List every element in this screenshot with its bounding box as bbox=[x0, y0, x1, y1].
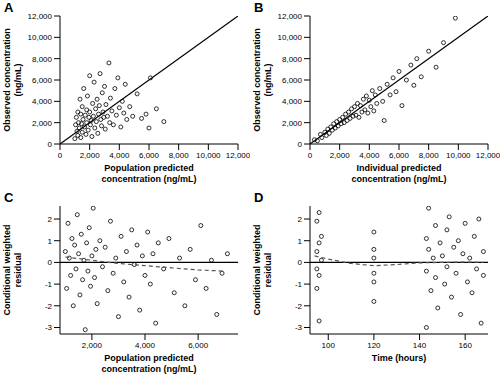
svg-text:1: 1 bbox=[298, 237, 303, 246]
svg-text:2,000: 2,000 bbox=[330, 151, 351, 160]
svg-text:10,000: 10,000 bbox=[28, 33, 53, 42]
svg-text:4,000: 4,000 bbox=[282, 97, 303, 106]
svg-text:6,000: 6,000 bbox=[188, 341, 209, 350]
svg-text:6,000: 6,000 bbox=[389, 151, 410, 160]
svg-text:Observed concentration(ng/mL): Observed concentration(ng/mL) bbox=[252, 28, 273, 132]
svg-text:Observed concentration(ng/mL): Observed concentration(ng/mL) bbox=[8, 28, 23, 132]
svg-text:-2: -2 bbox=[45, 302, 53, 311]
svg-text:-2: -2 bbox=[295, 302, 303, 311]
svg-text:4,000: 4,000 bbox=[359, 151, 380, 160]
svg-text:2,000: 2,000 bbox=[80, 151, 101, 160]
svg-text:8,000: 8,000 bbox=[169, 151, 190, 160]
svg-text:0: 0 bbox=[308, 151, 313, 160]
svg-text:140: 140 bbox=[413, 341, 427, 350]
svg-text:4,000: 4,000 bbox=[32, 97, 53, 106]
svg-text:-1: -1 bbox=[295, 280, 303, 289]
svg-text:8,000: 8,000 bbox=[32, 55, 53, 64]
svg-text:12,000: 12,000 bbox=[28, 12, 53, 21]
svg-text:10,000: 10,000 bbox=[196, 151, 221, 160]
svg-text:2: 2 bbox=[298, 215, 303, 224]
svg-text:8,000: 8,000 bbox=[282, 55, 303, 64]
svg-text:100: 100 bbox=[322, 341, 336, 350]
svg-text:4,000: 4,000 bbox=[135, 341, 156, 350]
svg-text:Time (hours): Time (hours) bbox=[372, 353, 426, 363]
html-text:B: B bbox=[254, 0, 264, 15]
svg-text:1: 1 bbox=[48, 237, 53, 246]
svg-text:0: 0 bbox=[48, 140, 53, 149]
svg-text:120: 120 bbox=[367, 341, 381, 350]
svg-text:2,000: 2,000 bbox=[32, 119, 53, 128]
svg-text:2,000: 2,000 bbox=[82, 341, 103, 350]
svg-text:0: 0 bbox=[58, 151, 63, 160]
svg-text:2,000: 2,000 bbox=[282, 119, 303, 128]
svg-text:-1: -1 bbox=[45, 280, 53, 289]
svg-text:Population predictedconcentrat: Population predictedconcentration (ng/mL… bbox=[102, 163, 197, 184]
svg-text:6,000: 6,000 bbox=[32, 76, 53, 85]
svg-text:6,000: 6,000 bbox=[282, 76, 303, 85]
svg-text:160: 160 bbox=[458, 341, 472, 350]
svg-text:0: 0 bbox=[298, 258, 303, 267]
svg-text:Individual predictedconcentrat: Individual predictedconcentration (ng/mL… bbox=[352, 163, 447, 184]
html-text:D: D bbox=[254, 190, 264, 205]
svg-text:6,000: 6,000 bbox=[139, 151, 160, 160]
svg-text:Population predictedconcentrat: Population predictedconcentration (ng/mL… bbox=[102, 353, 197, 374]
html-text:A: A bbox=[4, 0, 14, 15]
svg-text:Conditional weightedresidual: Conditional weightedresidual bbox=[252, 225, 273, 316]
svg-text:12,000: 12,000 bbox=[226, 151, 250, 160]
svg-text:Conditional weightedresidual: Conditional weightedresidual bbox=[8, 225, 23, 316]
svg-text:8,000: 8,000 bbox=[419, 151, 440, 160]
svg-text:0: 0 bbox=[48, 258, 53, 267]
html-text:C: C bbox=[4, 190, 14, 205]
svg-text:-3: -3 bbox=[45, 323, 53, 332]
svg-text:10,000: 10,000 bbox=[278, 33, 303, 42]
svg-text:-3: -3 bbox=[295, 323, 303, 332]
svg-text:10,000: 10,000 bbox=[446, 151, 471, 160]
svg-text:12,000: 12,000 bbox=[476, 151, 492, 160]
svg-text:4,000: 4,000 bbox=[109, 151, 130, 160]
svg-text:12,000: 12,000 bbox=[278, 12, 303, 21]
svg-text:0: 0 bbox=[298, 140, 303, 149]
svg-text:2: 2 bbox=[48, 215, 53, 224]
